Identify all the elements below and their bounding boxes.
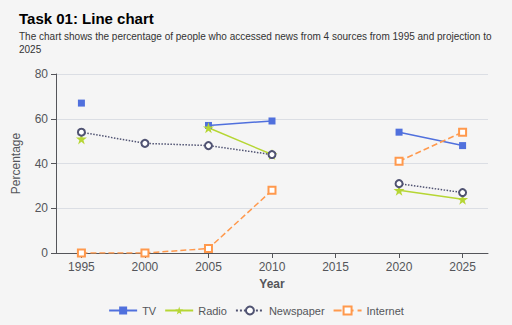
svg-text:2010: 2010	[259, 260, 286, 274]
svg-text:2025: 2025	[19, 44, 42, 55]
svg-text:2015: 2015	[322, 260, 349, 274]
svg-text:1995: 1995	[68, 260, 95, 274]
svg-text:2025: 2025	[449, 260, 476, 274]
svg-text:60: 60	[35, 112, 49, 126]
svg-text:80: 80	[35, 67, 49, 81]
svg-text:Radio: Radio	[198, 305, 227, 317]
svg-text:Percentage: Percentage	[9, 132, 23, 194]
svg-text:Year: Year	[259, 277, 285, 291]
svg-text:TV: TV	[142, 305, 157, 317]
svg-text:2020: 2020	[386, 260, 413, 274]
svg-text:Task 01: Line chart: Task 01: Line chart	[19, 10, 154, 27]
svg-text:20: 20	[35, 201, 49, 215]
svg-text:40: 40	[35, 157, 49, 171]
svg-text:2000: 2000	[132, 260, 159, 274]
svg-text:Internet: Internet	[367, 305, 404, 317]
svg-text:Newspaper: Newspaper	[269, 305, 325, 317]
svg-text:0: 0	[41, 246, 48, 260]
svg-text:The chart shows the percentage: The chart shows the percentage of people…	[19, 31, 494, 42]
svg-text:2005: 2005	[195, 260, 222, 274]
